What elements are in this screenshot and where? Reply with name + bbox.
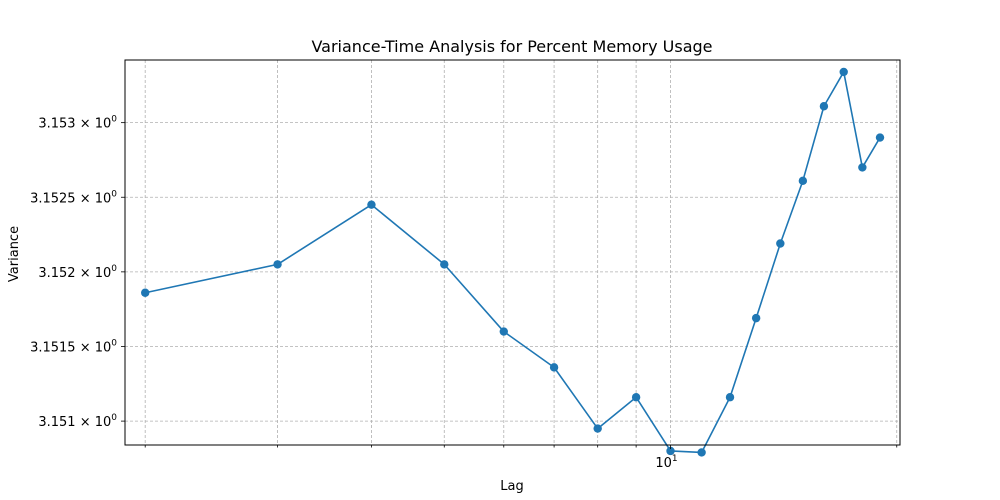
series-layer bbox=[141, 67, 885, 457]
data-point bbox=[875, 133, 885, 142]
chart-title: Variance-Time Analysis for Percent Memor… bbox=[311, 37, 712, 56]
data-point bbox=[499, 327, 508, 336]
data-point bbox=[666, 446, 675, 456]
y-tick-label: 3.153 × 100 bbox=[38, 115, 117, 132]
y-tick-label: 3.151 × 100 bbox=[38, 413, 117, 430]
x-axis-label: Lag bbox=[500, 479, 523, 494]
data-point bbox=[839, 67, 848, 77]
plot-frame bbox=[124, 59, 901, 446]
y-ticks: 3.151 × 100 3.1515 × 100 3.152 × 100 3.1525… bbox=[30, 115, 125, 430]
data-point bbox=[798, 176, 808, 186]
x-tick-label: 101 bbox=[655, 454, 677, 471]
y-tick-label: 3.152 × 100 bbox=[38, 264, 117, 281]
x-ticks: 101 bbox=[144, 445, 898, 471]
data-point bbox=[819, 102, 829, 111]
data-point bbox=[273, 260, 282, 269]
y-axis-label: Variance bbox=[7, 226, 22, 282]
data-point bbox=[725, 393, 735, 402]
data-point bbox=[549, 363, 559, 372]
data-point bbox=[858, 163, 867, 172]
series-line bbox=[145, 71, 881, 454]
data-point bbox=[593, 424, 602, 433]
data-point bbox=[440, 260, 449, 269]
data-point bbox=[631, 393, 641, 402]
y-tick-label: 3.1515 × 100 bbox=[30, 338, 117, 355]
y-tick-label: 3.1525 × 100 bbox=[30, 189, 117, 206]
data-point bbox=[367, 200, 376, 209]
data-point bbox=[776, 239, 785, 248]
data-point bbox=[751, 313, 761, 323]
data-point bbox=[697, 448, 706, 457]
data-point bbox=[141, 288, 150, 297]
